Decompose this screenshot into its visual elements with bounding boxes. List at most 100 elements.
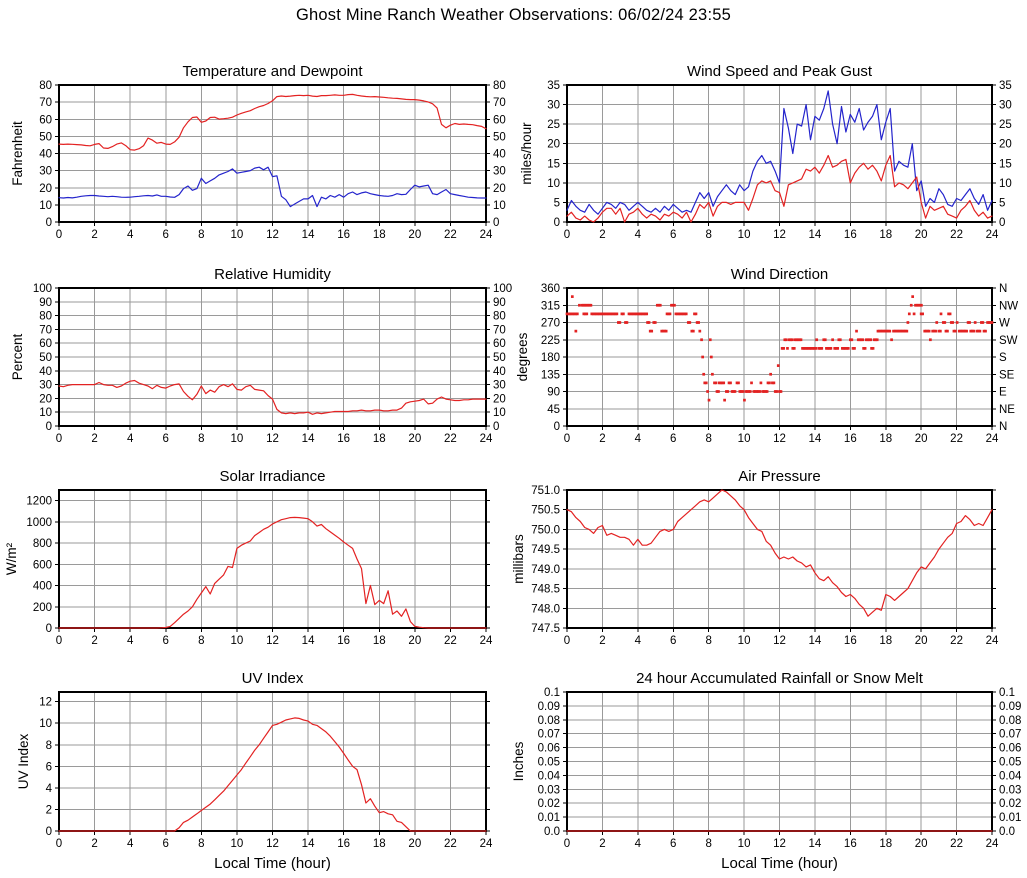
y-tick-label: 15: [547, 158, 560, 170]
x-tick-label: 0: [56, 838, 62, 850]
plot-border: [566, 489, 993, 629]
y-right-tick-label: 0.07: [999, 729, 1021, 741]
y-tick-label: 10: [39, 718, 52, 730]
x-tick-label: 20: [408, 635, 421, 647]
x-tick-label: 10: [231, 635, 244, 647]
x-tick-label: 20: [915, 838, 928, 850]
x-tick-label: 8: [705, 433, 711, 445]
page-title: Ghost Mine Ranch Weather Observations: 0…: [296, 6, 731, 24]
x-tick-label: 20: [408, 433, 421, 445]
x-tick-label: 22: [444, 229, 457, 241]
x-tick-label: 4: [635, 433, 642, 445]
x-tick-label: 24: [986, 635, 999, 647]
x-tick-label: 20: [408, 838, 421, 850]
x-tick-label: 18: [879, 433, 892, 445]
y-right-tick-label: 40: [493, 366, 506, 378]
x-tick-label: 14: [809, 635, 822, 647]
x-tick-label: 6: [670, 229, 676, 241]
x-tick-label: 22: [950, 229, 963, 241]
series-temperature: [58, 93, 487, 151]
x-tick-label: 18: [879, 635, 892, 647]
y-tick-label: 0.06: [538, 743, 560, 755]
y-tick-label: 750.0: [531, 524, 560, 536]
y-right-tick-label: 90: [493, 297, 506, 309]
x-axis-title: Local Time (hour): [214, 855, 331, 872]
x-tick-label: 12: [773, 635, 786, 647]
x-tick-label: 0: [564, 433, 570, 445]
y-tick-label: 0: [46, 421, 52, 433]
y-tick-label: 200: [33, 602, 52, 614]
chart-title: Relative Humidity: [214, 266, 331, 283]
y-right-tick-label: 100: [493, 283, 512, 295]
series-direction: [565, 295, 994, 402]
y-right-tick-label: 0.02: [999, 798, 1021, 810]
y-tick-label: 315: [541, 300, 560, 312]
x-tick-label: 10: [738, 433, 751, 445]
x-tick-label: 24: [480, 433, 493, 445]
x-tick-label: 2: [91, 838, 97, 850]
x-tick-label: 2: [91, 635, 97, 647]
air-pressure-chart: 0 2 4 6 8 10 12 14 16 18 20 22 24747.5748.0748.5749.…: [513, 468, 999, 647]
y-tick-label: 747.5: [531, 623, 560, 635]
y-tick-label: 0: [554, 421, 560, 433]
chart-title: UV Index: [242, 670, 304, 687]
y-tick-label: 10: [39, 200, 52, 212]
y-tick-label: 360: [541, 283, 560, 295]
x-tick-label: 8: [198, 229, 204, 241]
x-tick-label: 2: [599, 433, 605, 445]
y-tick-label: 40: [39, 149, 52, 161]
x-tick-label: 14: [809, 838, 822, 850]
y-tick-label: 800: [33, 538, 52, 550]
y-tick-label: 30: [547, 100, 560, 112]
x-tick-label: 24: [480, 838, 493, 850]
rainfall-chart: 0 2 4 6 8 10 12 14 16 18 20 22 240.0 0.00.01 0.010.02 0…: [513, 670, 1022, 872]
x-tick-label: 2: [599, 838, 605, 850]
y-tick-label: 10: [39, 407, 52, 419]
y-right-tick-label: N: [999, 283, 1007, 295]
y-tick-label: 50: [39, 131, 52, 143]
x-tick-label: 12: [266, 433, 279, 445]
x-tick-label: 12: [773, 229, 786, 241]
y-tick-label: 40: [39, 366, 52, 378]
series-dewpoint: [58, 166, 487, 208]
y-tick-label: 0.04: [538, 770, 561, 782]
y-right-tick-label: SE: [999, 369, 1015, 381]
y-right-tick-label: 30: [493, 380, 506, 392]
y-tick-label: 90: [547, 387, 560, 399]
y-tick-label: 600: [33, 559, 52, 571]
x-tick-label: 10: [738, 229, 751, 241]
y-tick-label: 0.0: [544, 826, 560, 838]
x-tick-label: 8: [705, 838, 711, 850]
y-tick-label: 35: [547, 80, 560, 92]
x-tick-label: 14: [809, 229, 822, 241]
y-tick-label: 30: [39, 380, 52, 392]
y-tick-label: 0.1: [544, 687, 560, 699]
x-tick-label: 12: [773, 433, 786, 445]
y-tick-label: 1000: [26, 517, 52, 529]
series-wind-speed: [566, 154, 993, 223]
x-tick-label: 4: [635, 229, 642, 241]
x-tick-label: 6: [163, 433, 169, 445]
x-tick-label: 22: [950, 433, 963, 445]
x-tick-label: 0: [564, 229, 570, 241]
y-tick-label: 0.03: [538, 784, 560, 796]
chart-title: Temperature and Dewpoint: [182, 63, 363, 80]
grid-lines: [566, 287, 993, 427]
plot-border: [58, 287, 487, 427]
x-tick-label: 18: [879, 838, 892, 850]
x-tick-label: 16: [337, 838, 350, 850]
x-tick-label: 10: [738, 838, 751, 850]
y-right-tick-label: 80: [493, 311, 506, 323]
x-tick-label: 8: [198, 635, 204, 647]
plot-border: [566, 84, 993, 223]
x-tick-label: 4: [127, 229, 134, 241]
y-right-tick-label: 0.06: [999, 743, 1021, 755]
chart-title: Wind Direction: [731, 266, 829, 283]
x-tick-label: 24: [480, 229, 493, 241]
y-tick-label: 749.5: [531, 544, 560, 556]
grid-lines: [566, 691, 993, 832]
x-tick-label: 6: [163, 838, 169, 850]
x-tick-label: 20: [408, 229, 421, 241]
